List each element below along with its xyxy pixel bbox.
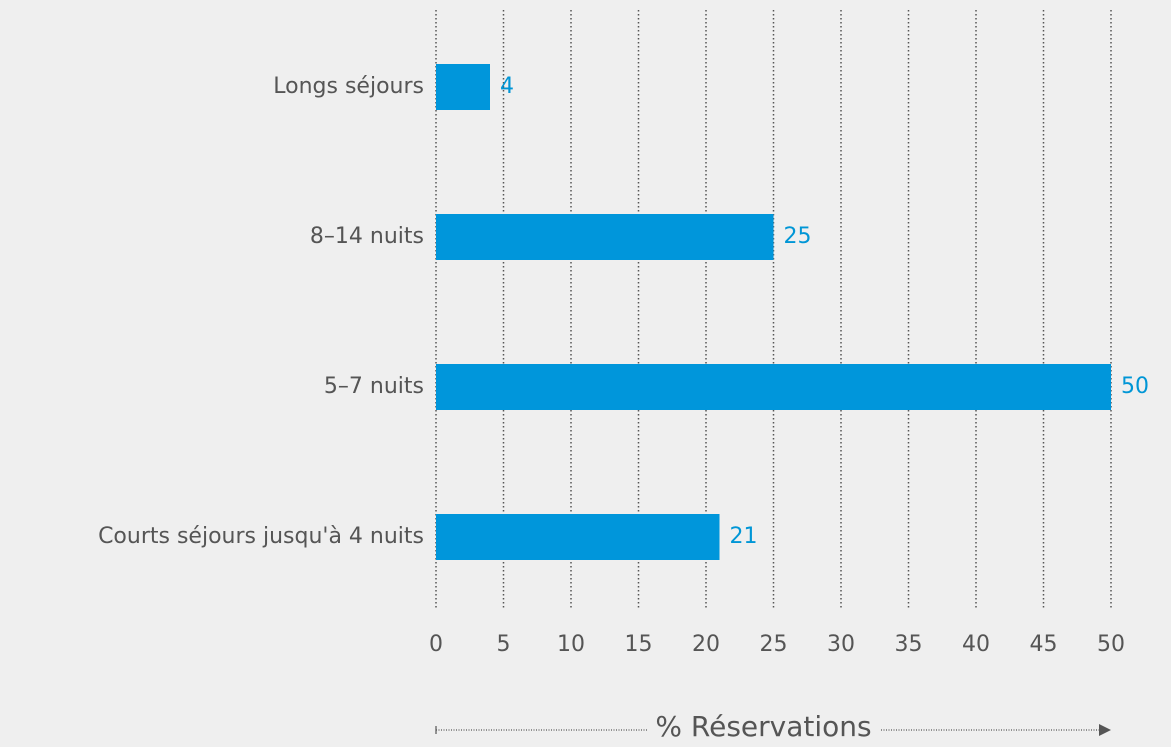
value-label: 50 (1121, 374, 1149, 399)
bar (436, 364, 1111, 410)
x-tick-label: 0 (429, 632, 443, 657)
y-tick-label: 8–14 nuits (310, 224, 424, 249)
x-tick-label: 35 (895, 632, 923, 657)
axis-arrow-head (1099, 724, 1111, 736)
x-axis-title: % Réservations (655, 710, 871, 743)
bar (436, 514, 720, 560)
y-tick-label: 5–7 nuits (324, 374, 424, 399)
x-tick-label: 25 (760, 632, 788, 657)
x-tick-label: 15 (625, 632, 653, 657)
value-label: 21 (730, 524, 758, 549)
value-label: 25 (784, 224, 812, 249)
x-tick-label: 30 (827, 632, 855, 657)
value-label: 4 (500, 74, 514, 99)
bar (436, 214, 774, 260)
bar (436, 64, 490, 110)
x-tick-label: 40 (962, 632, 990, 657)
y-tick-label: Courts séjours jusqu'à 4 nuits (98, 524, 424, 549)
x-tick-label: 20 (692, 632, 720, 657)
y-tick-label: Longs séjours (273, 74, 424, 99)
x-tick-label: 50 (1097, 632, 1125, 657)
axis-label-bg (647, 712, 880, 747)
x-tick-label: 5 (497, 632, 511, 657)
x-tick-label: 10 (557, 632, 585, 657)
x-tick-label: 45 (1030, 632, 1058, 657)
